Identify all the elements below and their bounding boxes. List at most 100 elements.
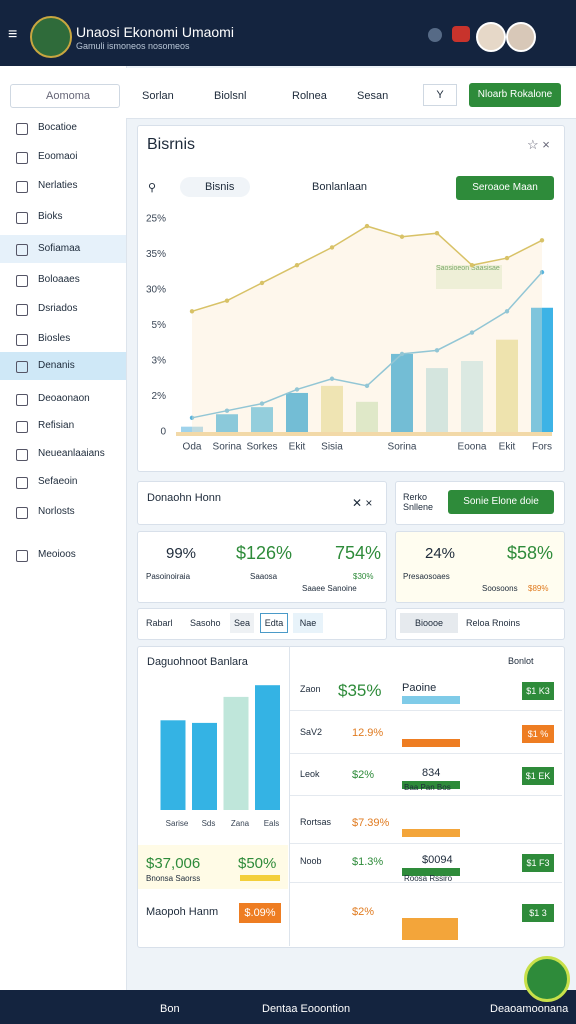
card — [137, 481, 387, 525]
divider — [289, 646, 290, 946]
nav-item[interactable]: Bocatioe — [38, 122, 77, 133]
badge: $.09% — [239, 903, 281, 923]
star[interactable]: ☆ × — [527, 137, 550, 152]
notification[interactable] — [452, 26, 470, 42]
nav-item[interactable]: Norlosts — [38, 506, 75, 517]
nav-item[interactable]: Deoaonaon — [38, 393, 90, 404]
point — [294, 262, 300, 268]
chip[interactable]: Nae — [293, 613, 323, 633]
row-note: 834 — [422, 767, 441, 779]
row-button[interactable]: $1 % — [522, 725, 554, 743]
tab[interactable]: Sesan — [357, 90, 389, 102]
nav-item[interactable]: Refisian — [38, 420, 75, 431]
bar — [223, 696, 249, 810]
nav-item[interactable]: Bioks — [38, 211, 63, 222]
fab[interactable] — [524, 956, 570, 1002]
row-label: Rortsas — [300, 817, 332, 827]
y-tick-label: 25% — [146, 214, 166, 225]
point — [539, 270, 545, 275]
nav-item[interactable]: Boloaaes — [38, 274, 80, 285]
nav-icon — [16, 304, 28, 316]
chip[interactable]: Bioooe — [400, 613, 458, 633]
stat: 99% — [166, 545, 197, 562]
x-tick-label: Sisia — [321, 442, 343, 453]
x-tick-label: Ekit — [499, 442, 516, 453]
nav-icon — [16, 275, 28, 287]
row-button[interactable]: $1 K3 — [522, 682, 554, 700]
search-icon[interactable]: ⚲ — [148, 182, 157, 194]
row-label: SaV2 — [300, 727, 323, 737]
point — [504, 309, 510, 314]
button[interactable]: Seroaoe Maan — [456, 176, 554, 200]
close[interactable]: ✕ × — [352, 496, 373, 510]
stat: 24% — [425, 545, 456, 562]
row-button[interactable]: $1 3 — [522, 904, 554, 922]
nav-icon — [16, 334, 28, 346]
nav-item[interactable]: Biosles — [38, 333, 71, 344]
nav-item[interactable]: Neueanlaaians — [38, 448, 105, 459]
label: Maopoh Hanm — [146, 906, 219, 918]
point — [224, 298, 230, 303]
nav-icon — [16, 477, 28, 489]
row-button[interactable]: $1 EK — [522, 767, 554, 785]
progress — [402, 829, 460, 837]
nav-icon — [16, 421, 28, 433]
nav-item[interactable]: Deaoamoonana — [490, 1003, 569, 1015]
nav-item[interactable]: Sefaeoin — [38, 476, 78, 487]
label: Bonlot — [508, 656, 534, 666]
stat-sub: Soosoons — [482, 584, 518, 593]
bar — [426, 368, 448, 432]
row-value: $2% — [352, 769, 375, 781]
chip[interactable] — [180, 177, 250, 197]
nav-item[interactable]: Bon — [160, 1003, 180, 1015]
nav-item[interactable]: Eoomaoi — [38, 151, 78, 162]
active-item — [0, 352, 126, 380]
nav-item[interactable]: Dsriados — [38, 303, 78, 314]
nav-item[interactable]: Nerlaties — [38, 180, 78, 191]
stat: $126% — [236, 543, 293, 563]
card-title: Bisrnis — [147, 136, 196, 153]
button[interactable]: Sonie Elone doie — [448, 490, 554, 514]
x-tick-label: Sorina — [388, 442, 417, 453]
bar — [255, 685, 280, 810]
menu-icon[interactable]: ≡ — [8, 26, 18, 43]
icon[interactable] — [428, 28, 442, 42]
button[interactable]: Nloarb Rokalone — [469, 83, 561, 107]
tab[interactable]: Rolnea — [292, 90, 327, 102]
nav-item[interactable]: Denanis — [38, 360, 75, 371]
x-tick-label: Oda — [183, 442, 202, 453]
nav-item[interactable]: Meoioos — [38, 549, 76, 560]
row-label: Leok — [300, 769, 320, 779]
nav-icon — [16, 394, 28, 406]
select[interactable]: Y — [423, 84, 457, 106]
area — [192, 226, 542, 432]
nav-item[interactable]: Dentaa Eooontion — [262, 1003, 351, 1015]
card-title: Rerko Snllene — [403, 492, 434, 512]
sidebar — [0, 66, 127, 990]
bar — [181, 426, 203, 432]
row-button[interactable]: $1 F3 — [522, 854, 554, 872]
point — [224, 408, 230, 413]
point — [189, 415, 195, 420]
nav-item[interactable]: Sofiamaa — [38, 243, 81, 254]
chip[interactable]: Sasoho — [190, 618, 221, 628]
chip[interactable]: Edta — [260, 613, 288, 633]
point — [469, 330, 475, 335]
y-tick-label: 30% — [146, 285, 166, 296]
avatar[interactable] — [506, 22, 536, 52]
tab[interactable]: Biolsnl — [214, 90, 247, 102]
search-box[interactable] — [10, 84, 120, 108]
tab[interactable]: Sorlan — [142, 90, 174, 102]
bar — [531, 307, 553, 432]
point — [434, 231, 440, 236]
point — [399, 234, 405, 239]
x-tick-label: Sarise — [166, 819, 189, 828]
point — [469, 262, 475, 268]
row-value: $35% — [338, 681, 382, 700]
avatar[interactable] — [476, 22, 506, 52]
chip[interactable]: Sea — [230, 613, 254, 633]
point — [539, 238, 545, 243]
logo — [30, 16, 72, 58]
